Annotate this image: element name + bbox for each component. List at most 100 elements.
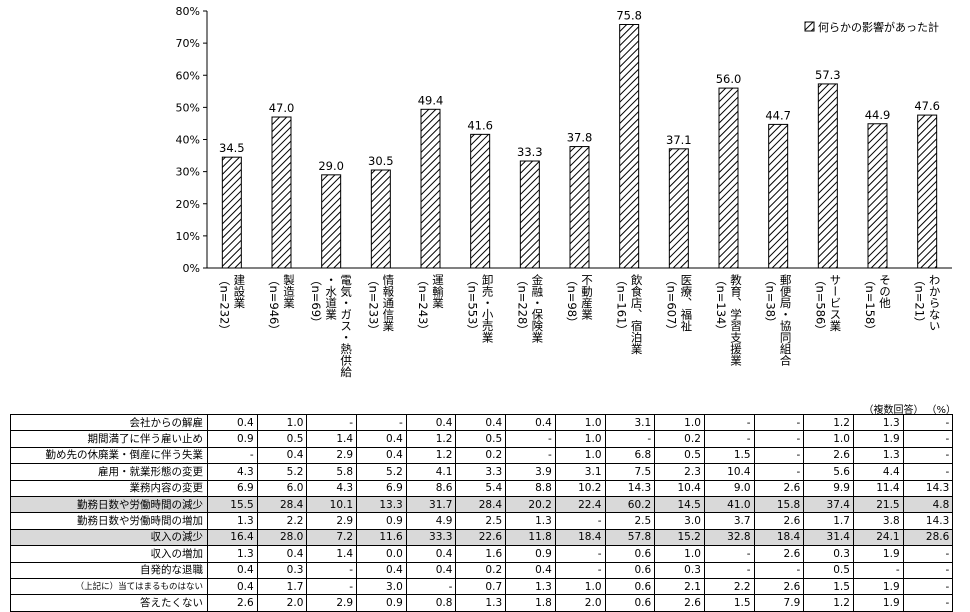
bar xyxy=(271,116,292,269)
table-cell: 0.4 xyxy=(207,413,258,432)
data-label: 34.5 xyxy=(219,141,245,155)
table-cell: 1.5 xyxy=(803,577,854,596)
table-cell: 7.5 xyxy=(604,463,656,481)
table-cell: - xyxy=(306,561,358,579)
row-label: 勤務日数や労働時間の増加 xyxy=(10,512,208,530)
table-cell: 3.7 xyxy=(703,512,755,530)
table-cell: 14.3 xyxy=(902,479,954,497)
category-label: 建設業 xyxy=(232,273,246,308)
y-tick-label: 10% xyxy=(176,230,200,243)
table-cell: 3.0 xyxy=(356,577,407,596)
note-unit: （%） xyxy=(931,405,956,416)
table-cell: 31.7 xyxy=(405,495,457,514)
table-cell: 0.4 xyxy=(256,545,308,563)
table-cell: 1.2 xyxy=(405,446,457,465)
table-cell: 0.7 xyxy=(455,577,507,596)
table-cell: 0.4 xyxy=(505,413,556,432)
row-label: 業務内容の変更 xyxy=(10,479,208,497)
table-cell: 3.9 xyxy=(505,463,556,481)
row-label: 勤務日数や労働時間の減少 xyxy=(10,495,208,514)
y-tick-label: 0% xyxy=(183,262,200,275)
table-row: 収入の減少 16.4 28.0 7.2 11.6 33.3 22.6 11.8 18.4 57.8… xyxy=(10,528,954,547)
table-cell: - xyxy=(902,561,954,579)
table-cell: 5.2 xyxy=(356,463,407,481)
table-cell: - xyxy=(505,446,556,465)
table-cell: 1.5 xyxy=(703,594,755,612)
table-row: 勤務日数や労働時間の減少 15.5 28.4 10.1 13.3 31.7 28.4 20.2… xyxy=(10,495,954,514)
table-cell: 1.9 xyxy=(852,577,904,596)
bar xyxy=(867,123,888,269)
table-cell: 20.2 xyxy=(505,495,556,514)
table-row: 自発的な退職 0.4 0.3-0.4 0.4 0.2 0.4-0.6 0.3- -0.5- - xyxy=(10,561,954,579)
bar xyxy=(470,133,491,269)
table-cell: 2.6 xyxy=(753,577,805,596)
table-row: 会社からの解雇 0.4 1.0- -0.4 0.4 0.4 1.0 3.1 1.0- -1.2 1.… xyxy=(10,413,954,432)
table-cell: - xyxy=(902,577,954,596)
category-label: その他 xyxy=(878,274,892,309)
table-cell: 0.3 xyxy=(654,561,705,579)
table-cell: 5.6 xyxy=(803,463,854,481)
table-cell: - xyxy=(902,413,954,432)
legend-swatch xyxy=(804,21,815,32)
category-label: 教育、学習支援業 xyxy=(729,273,743,366)
table-cell: - xyxy=(554,561,606,579)
table-row: 勤務日数や労働時間の増加 1.3 2.2 2.9 0.9 4.9 2.5 1.3-2.5 3.0… xyxy=(10,512,954,530)
y-tick-label: 30% xyxy=(176,166,200,179)
table-cell: 2.3 xyxy=(654,463,705,481)
data-label: 47.6 xyxy=(914,99,940,113)
table-cell: 0.9 xyxy=(356,594,407,612)
bar xyxy=(519,160,540,269)
category-label: わからない xyxy=(928,274,942,332)
table-cell: - xyxy=(356,413,407,432)
table-cell: 2.1 xyxy=(654,577,705,596)
category-label: （n=586） xyxy=(813,274,827,336)
table-row: 収入の増加 1.3 0.4 1.4 0.0 0.4 1.6 0.9-0.6 1.0-2.6 0.3… xyxy=(10,545,954,563)
table-cell: - xyxy=(902,545,954,563)
table-cell: - xyxy=(703,413,755,432)
category-label: （n=607） xyxy=(664,274,678,336)
table-cell: 2.5 xyxy=(455,512,507,530)
table-cell: 24.1 xyxy=(852,528,904,547)
table-cell: 4.3 xyxy=(207,463,258,481)
y-tick-label: 50% xyxy=(176,101,200,114)
table-cell: 10.1 xyxy=(306,495,358,514)
table-cell: 3.1 xyxy=(604,413,656,432)
table-cell: 2.0 xyxy=(554,594,606,612)
table-cell: 22.4 xyxy=(554,495,606,514)
table-cell: - xyxy=(604,430,656,448)
table-cell: 6.0 xyxy=(256,479,308,497)
table-cell: 57.8 xyxy=(604,528,656,547)
table-cell: 28.4 xyxy=(455,495,507,514)
data-label: 56.0 xyxy=(716,72,742,86)
bar xyxy=(370,169,391,269)
table-cell: 5.4 xyxy=(455,479,507,497)
category-label: 不動産業 xyxy=(580,274,594,320)
table-cell: 0.3 xyxy=(256,561,308,579)
table-cell: 1.4 xyxy=(306,545,358,563)
category-label: （n=134） xyxy=(714,274,728,336)
table-cell: 6.9 xyxy=(356,479,407,497)
table-cell: 0.3 xyxy=(803,545,854,563)
table-cell: - xyxy=(753,430,805,448)
table-cell: 1.3 xyxy=(505,577,556,596)
table-note: （複数回答） （%） xyxy=(855,401,956,416)
category-label: 電気・ガス・熱供給 xyxy=(339,274,353,378)
table-cell: - xyxy=(505,430,556,448)
table-cell: 14.3 xyxy=(604,479,656,497)
table-cell: 0.4 xyxy=(356,446,407,465)
table-cell: 18.4 xyxy=(753,528,805,547)
table-cell: 14.3 xyxy=(902,512,954,530)
table-cell: 4.4 xyxy=(852,463,904,481)
category-label: 医療、福祉 xyxy=(679,274,693,332)
table-cell: 2.6 xyxy=(753,479,805,497)
table-cell: - xyxy=(554,512,606,530)
table-cell: 2.6 xyxy=(207,594,258,612)
data-label: 37.1 xyxy=(666,133,692,147)
table-cell: - xyxy=(902,430,954,448)
table-cell: 1.3 xyxy=(505,512,556,530)
bar xyxy=(917,114,938,269)
table-cell: 31.4 xyxy=(803,528,854,547)
data-label: 41.6 xyxy=(467,118,493,132)
table-cell: 37.4 xyxy=(803,495,854,514)
table-cell: - xyxy=(852,561,904,579)
